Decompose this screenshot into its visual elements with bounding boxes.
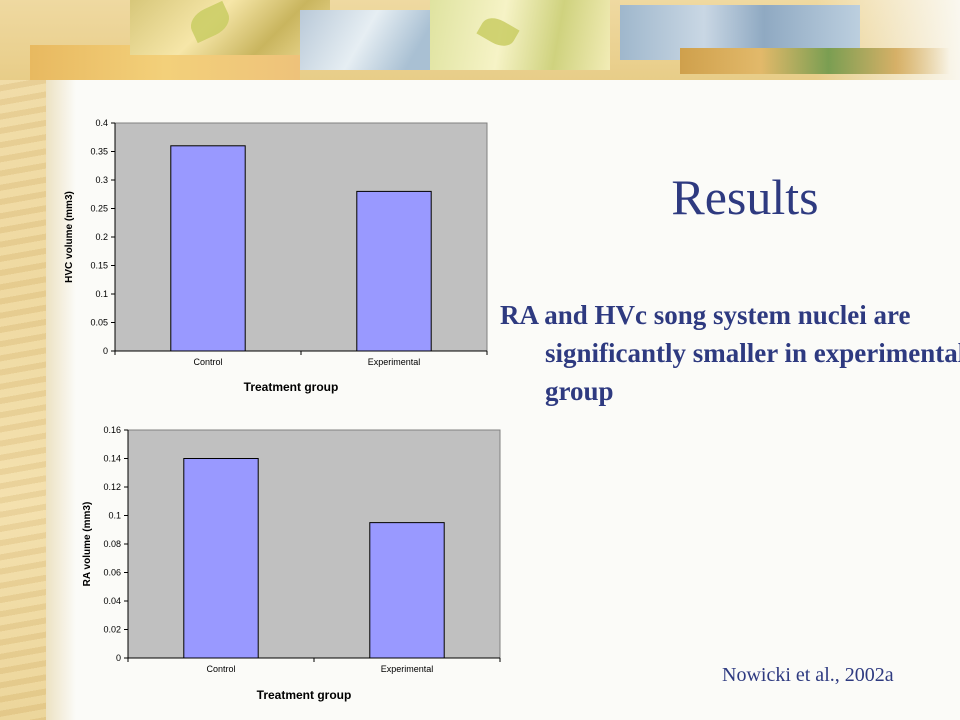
x-axis-title: Treatment group bbox=[244, 380, 339, 394]
bar bbox=[183, 458, 259, 659]
y-tick-label: 0.1 bbox=[108, 511, 121, 521]
y-tick-label: 0.06 bbox=[103, 568, 121, 578]
x-tick-label: Experimental bbox=[368, 357, 421, 367]
bar bbox=[356, 190, 432, 352]
y-tick-label: 0 bbox=[103, 346, 108, 356]
banner-tile bbox=[130, 0, 330, 55]
y-axis-title: HVC volume (mm3) bbox=[64, 191, 75, 283]
citation: Nowicki et al., 2002a bbox=[722, 664, 894, 686]
y-tick-label: 0.3 bbox=[95, 175, 108, 185]
y-tick-label: 0.15 bbox=[90, 261, 108, 271]
parchment-border bbox=[0, 0, 46, 720]
decorative-banner bbox=[0, 0, 960, 80]
y-tick-label: 0.05 bbox=[90, 318, 108, 328]
y-axis-title: RA volume (mm3) bbox=[82, 502, 93, 587]
hvc-volume-chart: 0 0.05 0.1 0.15 0.2 0.25 0.3 0.35 0.4 Control Expe… bbox=[64, 118, 488, 394]
banner-tile bbox=[680, 48, 950, 74]
y-tick-label: 0.04 bbox=[103, 596, 121, 606]
parchment-fade bbox=[46, 80, 76, 720]
bar bbox=[369, 522, 445, 659]
y-tick-label: 0.25 bbox=[90, 204, 108, 214]
x-tick-label: Experimental bbox=[381, 664, 434, 674]
banner-tile bbox=[430, 0, 610, 70]
y-tick-label: 0.08 bbox=[103, 539, 121, 549]
y-tick-label: 0.35 bbox=[90, 147, 108, 157]
y-tick-label: 0.16 bbox=[103, 425, 121, 435]
y-tick-label: 0.02 bbox=[103, 625, 121, 635]
bar bbox=[170, 145, 246, 352]
y-tick-label: 0.12 bbox=[103, 482, 121, 492]
x-axis-title: Treatment group bbox=[257, 688, 352, 702]
bullet-text: RA and HVc song system nuclei are signif… bbox=[500, 300, 960, 406]
y-tick-label: 0.1 bbox=[95, 289, 108, 299]
y-tick-label: 0.14 bbox=[103, 454, 121, 464]
x-tick-label: Control bbox=[206, 664, 235, 674]
banner-tile bbox=[300, 10, 440, 70]
y-tick-label: 0.2 bbox=[95, 232, 108, 242]
x-tick-label: Control bbox=[193, 357, 222, 367]
y-tick-label: 0.4 bbox=[95, 118, 108, 128]
slide-title: Results bbox=[671, 169, 819, 225]
y-tick-label: 0 bbox=[116, 653, 121, 663]
ra-volume-chart: 0 0.02 0.04 0.06 0.08 0.1 0.12 0.14 0.16 Control E… bbox=[82, 425, 501, 702]
